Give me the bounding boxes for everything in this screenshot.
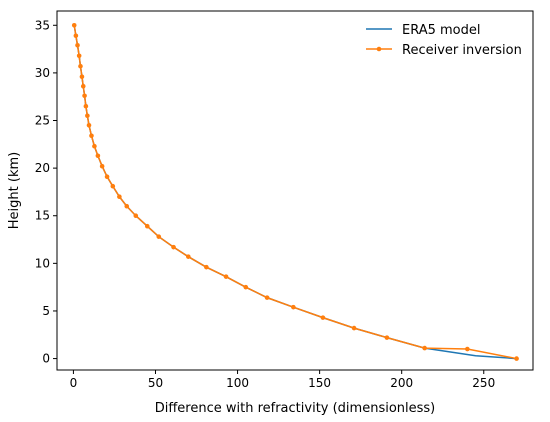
data-point — [82, 93, 87, 99]
data-point — [186, 254, 191, 259]
data-point — [204, 264, 209, 270]
x-tick-label: 150 — [308, 376, 331, 390]
data-point — [73, 33, 79, 39]
axes-frame — [56, 10, 534, 371]
data-point — [85, 113, 90, 119]
legend-entry-era5: ERA5 model — [366, 23, 481, 38]
y-tick-label: 10 — [35, 256, 50, 270]
x-tick-label: 200 — [390, 376, 413, 390]
data-point — [384, 335, 390, 340]
x-tick-label: 0 — [70, 376, 78, 390]
plot-area — [71, 22, 519, 361]
data-point — [89, 133, 94, 139]
data-point — [86, 122, 92, 128]
data-point — [78, 63, 83, 69]
x-axis-ticks: 0 50 100 150 200 250 — [70, 370, 495, 390]
data-point — [144, 223, 150, 229]
data-point — [117, 194, 122, 199]
y-tick-label: 30 — [35, 66, 50, 80]
series-line-1 — [73, 25, 517, 360]
data-point — [133, 213, 139, 219]
data-point — [104, 174, 110, 179]
data-point — [75, 42, 80, 48]
x-axis-label: Difference with refractivity (dimensionl… — [155, 401, 436, 416]
x-tick-label: 250 — [472, 376, 495, 390]
y-tick-label: 0 — [42, 352, 50, 366]
data-point — [156, 234, 162, 239]
data-point — [291, 304, 296, 310]
data-point — [124, 203, 130, 209]
legend: ERA5 model Receiver inversion — [366, 23, 522, 58]
data-point — [422, 345, 427, 351]
y-axis-label: Height (km) — [7, 152, 22, 229]
data-point — [99, 163, 105, 169]
legend-label-era5: ERA5 model — [402, 23, 481, 38]
data-point — [79, 74, 85, 80]
legend-entry-receiver-inversion: Receiver inversion — [366, 43, 522, 58]
data-point — [351, 325, 357, 331]
y-axis-ticks: 0 5 10 15 20 25 30 35 — [35, 18, 57, 366]
data-point — [264, 295, 270, 300]
data-point — [465, 346, 470, 352]
data-point — [95, 153, 101, 159]
y-tick-label: 25 — [35, 114, 50, 128]
y-tick-label: 15 — [35, 209, 50, 223]
data-point — [71, 22, 77, 28]
data-point — [83, 103, 89, 109]
data-point — [80, 83, 86, 89]
data-point — [320, 315, 326, 320]
legend-label-receiver-inversion: Receiver inversion — [402, 43, 522, 58]
data-point — [243, 284, 249, 290]
data-point — [223, 274, 229, 279]
y-tick-label: 20 — [35, 161, 50, 175]
y-tick-label: 35 — [35, 18, 50, 32]
data-point — [110, 183, 116, 189]
x-tick-label: 100 — [226, 376, 249, 390]
x-tick-label: 50 — [148, 376, 163, 390]
data-point — [171, 244, 176, 250]
data-point — [76, 53, 82, 59]
y-tick-label: 5 — [42, 304, 50, 318]
data-point — [92, 143, 97, 149]
legend-marker-receiver-inversion — [376, 46, 382, 52]
data-point — [514, 356, 519, 361]
